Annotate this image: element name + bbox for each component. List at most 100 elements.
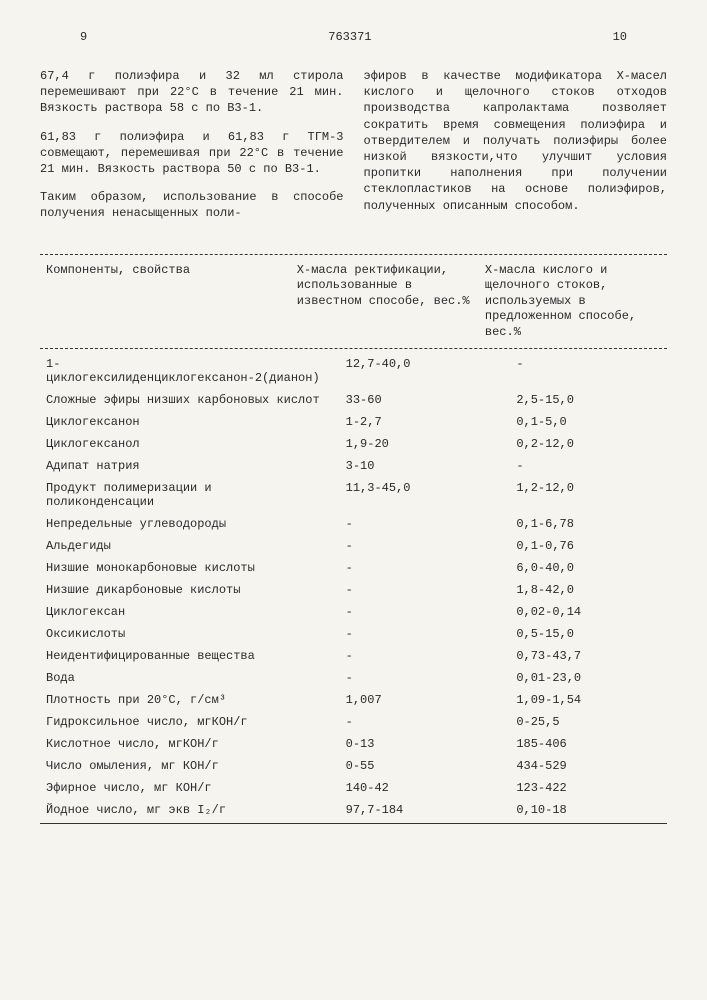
table-row: Циклогексанон1-2,70,1-5,0 [40,411,667,433]
value-known-method: 11,3-45,0 [326,477,497,513]
value-known-method: 3-10 [326,455,497,477]
value-known-method: 140-42 [326,777,497,799]
component-name: Циклогексан [40,601,326,623]
value-known-method: - [326,557,497,579]
value-known-method: 1,9-20 [326,433,497,455]
page-number-row: 9 763371 10 [40,30,667,44]
value-known-method: 12,7-40,0 [326,353,497,389]
component-name: 1-циклогексилиденциклогексанон-2(дианон) [40,353,326,389]
value-proposed-method: 0,01-23,0 [496,667,667,689]
table-row: Низшие дикарбоновые кислоты-1,8-42,0 [40,579,667,601]
value-proposed-method: 0,02-0,14 [496,601,667,623]
paragraph: 67,4 г полиэфира и 32 мл стирола перемеш… [40,68,344,117]
table-row: Непредельные углеводороды-0,1-6,78 [40,513,667,535]
value-known-method: - [326,579,497,601]
component-name: Циклогексанон [40,411,326,433]
paragraph: Таким образом, использование в способе п… [40,189,344,221]
value-proposed-method: - [496,455,667,477]
component-name: Продукт полимеризации и поликонденсации [40,477,326,513]
table-row: Число омыления, мг КОН/г0-55434-529 [40,755,667,777]
component-name: Вода [40,667,326,689]
value-known-method: - [326,667,497,689]
value-proposed-method: 0,10-18 [496,799,667,821]
table-row: Кислотное число, мгКОН/г0-13185-406 [40,733,667,755]
component-name: Число омыления, мг КОН/г [40,755,326,777]
table-row: Сложные эфиры низших карбоновых кислот33… [40,389,667,411]
component-name: Непредельные углеводороды [40,513,326,535]
value-proposed-method: 434-529 [496,755,667,777]
value-proposed-method: 0-25,5 [496,711,667,733]
table-row: Неидентифицированные вещества-0,73-43,7 [40,645,667,667]
value-known-method: 0-55 [326,755,497,777]
component-name: Сложные эфиры низших карбоновых кислот [40,389,326,411]
page-number-right: 10 [613,30,627,44]
value-proposed-method: 0,73-43,7 [496,645,667,667]
table-header-row: Компоненты, свойства Х-масла ректификаци… [40,259,667,345]
header-rectification: Х-масла ректификации, использованные в и… [291,259,479,345]
page-number-left: 9 [80,30,87,44]
value-known-method: - [326,623,497,645]
table-row: 1-циклогексилиденциклогексанон-2(дианон)… [40,353,667,389]
header-components: Компоненты, свойства [40,259,291,345]
component-name: Неидентифицированные вещества [40,645,326,667]
component-name: Циклогексанол [40,433,326,455]
left-column: 67,4 г полиэфира и 32 мл стирола перемеш… [40,56,344,234]
value-proposed-method: 0,1-6,78 [496,513,667,535]
value-proposed-method: 1,09-1,54 [496,689,667,711]
component-name: Плотность при 20°С, г/см³ [40,689,326,711]
table-row: Циклогексан-0,02-0,14 [40,601,667,623]
body-text-columns: 67,4 г полиэфира и 32 мл стирола перемеш… [40,56,667,234]
table-row: Продукт полимеризации и поликонденсации1… [40,477,667,513]
value-known-method: 97,7-184 [326,799,497,821]
table-divider [40,823,667,824]
value-proposed-method: 0,1-5,0 [496,411,667,433]
table-row: Альдегиды-0,1-0,76 [40,535,667,557]
table-row: Вода-0,01-23,0 [40,667,667,689]
value-proposed-method: 1,2-12,0 [496,477,667,513]
header-acid-alkaline: Х-масла кислого и щелочного стоков, испо… [479,259,667,345]
table-row: Оксикислоты-0,5-15,0 [40,623,667,645]
value-proposed-method: 1,8-42,0 [496,579,667,601]
value-proposed-method: 6,0-40,0 [496,557,667,579]
value-known-method: 1,007 [326,689,497,711]
component-name: Альдегиды [40,535,326,557]
component-name: Гидроксильное число, мгКОН/г [40,711,326,733]
component-name: Адипат натрия [40,455,326,477]
patent-number: 763371 [328,30,371,44]
value-known-method: - [326,645,497,667]
value-proposed-method: 185-406 [496,733,667,755]
table-row: Йодное число, мг экв I₂/г97,7-1840,10-18 [40,799,667,821]
composition-table: Компоненты, свойства Х-масла ректификаци… [40,259,667,345]
value-proposed-method: 123-422 [496,777,667,799]
component-name: Низшие монокарбоновые кислоты [40,557,326,579]
paragraph: эфиров в качестве модификатора Х-масел к… [364,68,668,214]
component-name: Кислотное число, мгКОН/г [40,733,326,755]
value-known-method: - [326,535,497,557]
right-column: эфиров в качестве модификатора Х-масел к… [364,56,668,234]
component-name: Низшие дикарбоновые кислоты [40,579,326,601]
table-row: Адипат натрия3-10- [40,455,667,477]
value-known-method: - [326,601,497,623]
composition-table-body: 1-циклогексилиденциклогексанон-2(дианон)… [40,353,667,821]
value-proposed-method: 0,1-0,76 [496,535,667,557]
value-known-method: - [326,711,497,733]
value-proposed-method: - [496,353,667,389]
component-name: Оксикислоты [40,623,326,645]
paragraph: 61,83 г полиэфира и 61,83 г ТГМ-3 совмещ… [40,129,344,178]
value-known-method: 33-60 [326,389,497,411]
value-proposed-method: 0,2-12,0 [496,433,667,455]
component-name: Йодное число, мг экв I₂/г [40,799,326,821]
table-row: Гидроксильное число, мгКОН/г-0-25,5 [40,711,667,733]
table-row: Циклогексанол1,9-200,2-12,0 [40,433,667,455]
component-name: Эфирное число, мг КОН/г [40,777,326,799]
value-known-method: 1-2,7 [326,411,497,433]
table-divider [40,254,667,255]
composition-table-wrap: Компоненты, свойства Х-масла ректификаци… [40,254,667,825]
value-known-method: 0-13 [326,733,497,755]
table-row: Плотность при 20°С, г/см³1,0071,09-1,54 [40,689,667,711]
value-known-method: - [326,513,497,535]
value-proposed-method: 2,5-15,0 [496,389,667,411]
value-proposed-method: 0,5-15,0 [496,623,667,645]
table-divider [40,348,667,349]
table-row: Низшие монокарбоновые кислоты-6,0-40,0 [40,557,667,579]
